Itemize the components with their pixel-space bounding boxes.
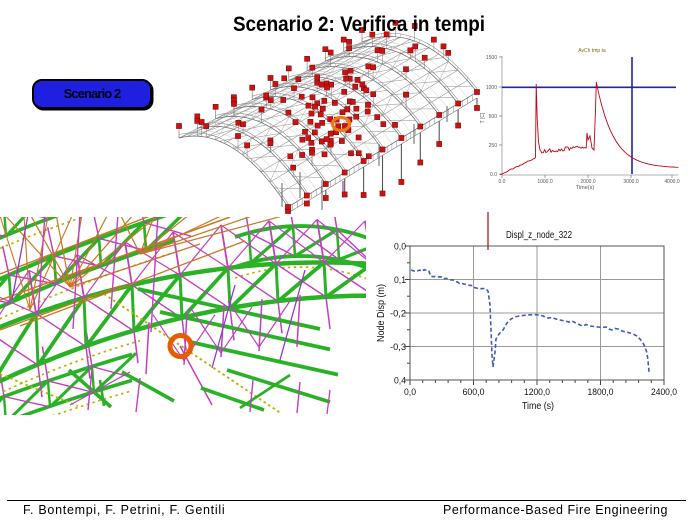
svg-text:T [C]: T [C] <box>480 112 486 123</box>
svg-text:Time (s): Time (s) <box>522 401 554 412</box>
svg-text:AvCh tmp ta: AvCh tmp ta <box>578 48 606 54</box>
svg-text:Node Disp (m): Node Disp (m) <box>376 284 387 342</box>
svg-text:250: 250 <box>489 143 498 149</box>
svg-text:2400,0: 2400,0 <box>651 387 677 398</box>
svg-text:0,0: 0,0 <box>404 387 416 398</box>
svg-text:-0,3: -0,3 <box>390 342 406 353</box>
svg-text:600,0: 600,0 <box>463 387 485 398</box>
svg-text:0.0: 0.0 <box>499 179 506 185</box>
svg-text:Displ_z_node_322: Displ_z_node_322 <box>506 230 572 241</box>
svg-text:1800,0: 1800,0 <box>588 387 614 398</box>
svg-text:1500: 1500 <box>486 55 497 61</box>
svg-text:1200,0: 1200,0 <box>524 387 550 398</box>
svg-text:Time(s): Time(s) <box>576 185 595 191</box>
svg-text:-0,2: -0,2 <box>390 309 406 320</box>
svg-text:1000: 1000 <box>486 85 497 91</box>
svg-text:0,0: 0,0 <box>394 242 406 253</box>
svg-text:500: 500 <box>489 114 498 120</box>
svg-text:0,1: 0,1 <box>394 275 406 286</box>
svg-text:3000.0: 3000.0 <box>623 179 639 185</box>
svg-text:0,4: 0,4 <box>394 376 406 387</box>
svg-text:4000.0: 4000.0 <box>664 179 680 185</box>
svg-text:1000.0: 1000.0 <box>537 179 553 185</box>
svg-text:0.0: 0.0 <box>490 172 497 178</box>
svg-text:2000.0: 2000.0 <box>580 179 596 185</box>
